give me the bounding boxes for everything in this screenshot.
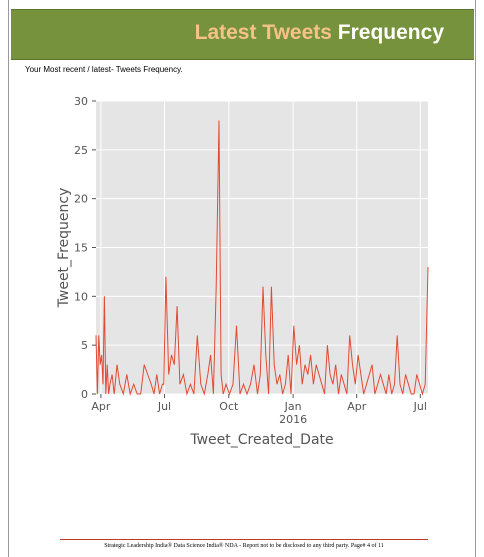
x-tick-sublabel: 2016 [279,413,307,426]
x-tick-label: Jul [157,400,171,413]
banner-title: Latest Tweets Frequency [195,21,444,45]
banner-title-part2: Frequency [337,21,444,44]
x-tick-label: Jan [284,400,302,413]
header-banner: Latest Tweets Frequency [11,9,474,60]
footer-rule [60,539,428,540]
report-subtitle: Your Most recent / latest- Tweets Freque… [25,65,183,74]
y-tick-label: 30 [74,95,88,108]
y-tick-label: 0 [81,388,88,401]
x-axis-label: Tweet_Created_Date [189,432,333,448]
x-tick-label: Apr [91,400,111,413]
y-tick-label: 5 [81,339,88,352]
x-tick-label: Oct [219,400,239,413]
y-tick-label: 15 [74,242,88,255]
x-tick-label: Apr [347,400,367,413]
y-axis-label: Tweet_Frequency [56,188,72,309]
y-tick-label: 10 [74,290,88,303]
series-line [95,120,429,396]
x-tick-label: Jul [413,400,427,413]
y-tick-label: 20 [74,193,88,206]
banner-title-part1: Latest Tweets [194,21,332,44]
y-tick-label: 25 [74,144,88,157]
page-footer: Strategic Leadership India® Data Science… [104,543,384,549]
